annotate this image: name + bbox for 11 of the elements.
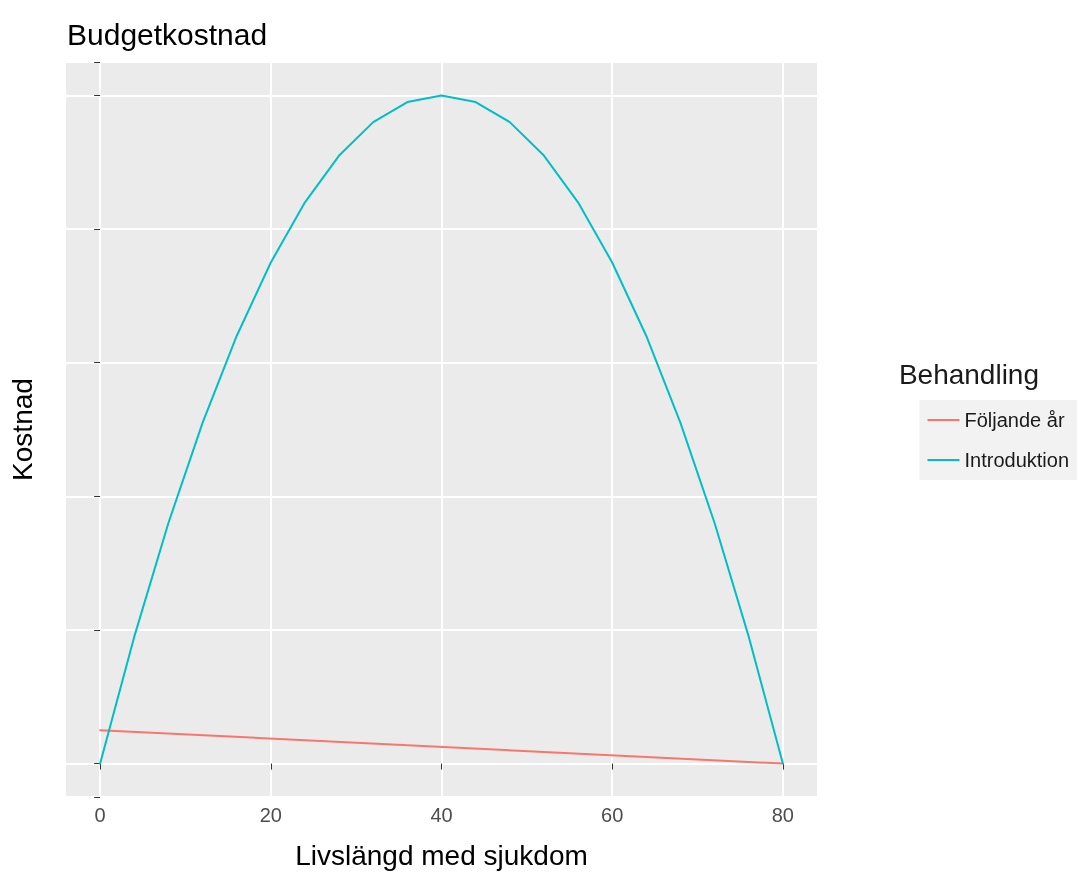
x-tick-label: 0 (94, 804, 106, 826)
x-tick-label: 80 (771, 804, 794, 826)
chart-title: Budgetkostnad (67, 17, 268, 51)
x-axis-title: Livslängd med sjukdom (295, 839, 588, 871)
legend-label: Introduktion (964, 449, 1069, 471)
x-tick-label: 60 (601, 804, 624, 826)
legend-label: Följande år (964, 409, 1065, 431)
y-axis-title: Kostnad (6, 378, 38, 481)
x-tick-label: 20 (259, 804, 282, 826)
legend-title: Behandling (898, 358, 1039, 390)
x-tick-label: 40 (430, 804, 453, 826)
